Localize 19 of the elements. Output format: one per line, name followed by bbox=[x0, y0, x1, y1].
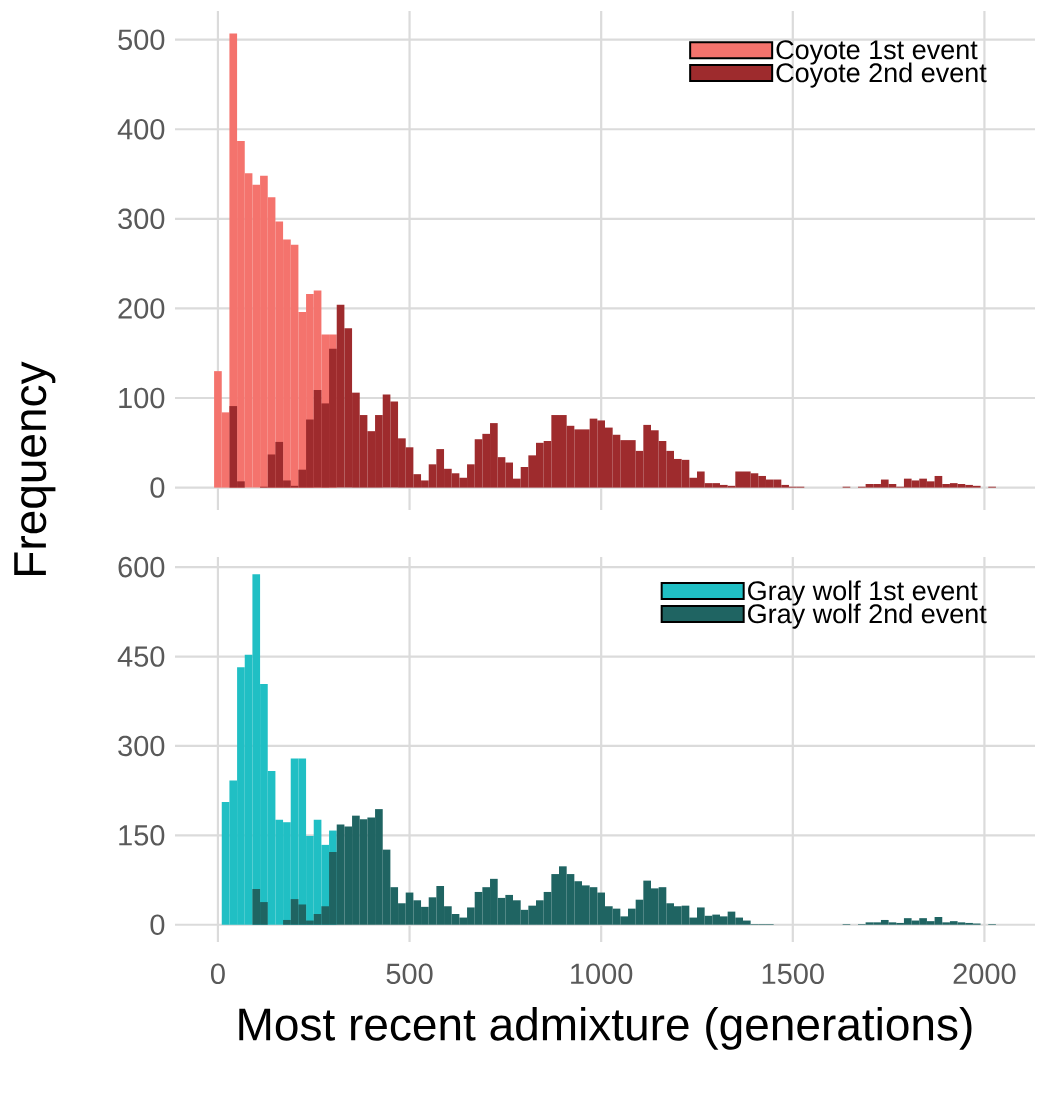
y-tick-label: 500 bbox=[118, 29, 165, 50]
y-tick-label: 300 bbox=[118, 208, 165, 230]
x-tick-label: 1500 bbox=[762, 963, 824, 985]
x-tick-label: 2000 bbox=[953, 963, 1016, 985]
x-tick-label: 0 bbox=[210, 963, 225, 985]
y-tick-label: 400 bbox=[117, 118, 165, 140]
x-tick-label: 500 bbox=[386, 963, 433, 985]
x-axis-title: Most recent admixture (generations) bbox=[239, 1006, 972, 1050]
y-axis-title: Frequency bbox=[14, 361, 56, 575]
y-tick-label: 100 bbox=[119, 387, 165, 409]
legend-label: Gray wolf 2nd event bbox=[748, 603, 987, 629]
y-tick-label: 450 bbox=[117, 646, 165, 667]
y-tick-label: 600 bbox=[118, 556, 165, 578]
x-tick-label: 1000 bbox=[571, 963, 633, 985]
y-tick-label: 300 bbox=[118, 735, 165, 757]
y-tick-label: 0 bbox=[150, 914, 165, 935]
y-tick-label: 150 bbox=[119, 825, 165, 846]
y-tick-label: 200 bbox=[118, 298, 165, 319]
y-tick-label: 0 bbox=[150, 477, 165, 498]
